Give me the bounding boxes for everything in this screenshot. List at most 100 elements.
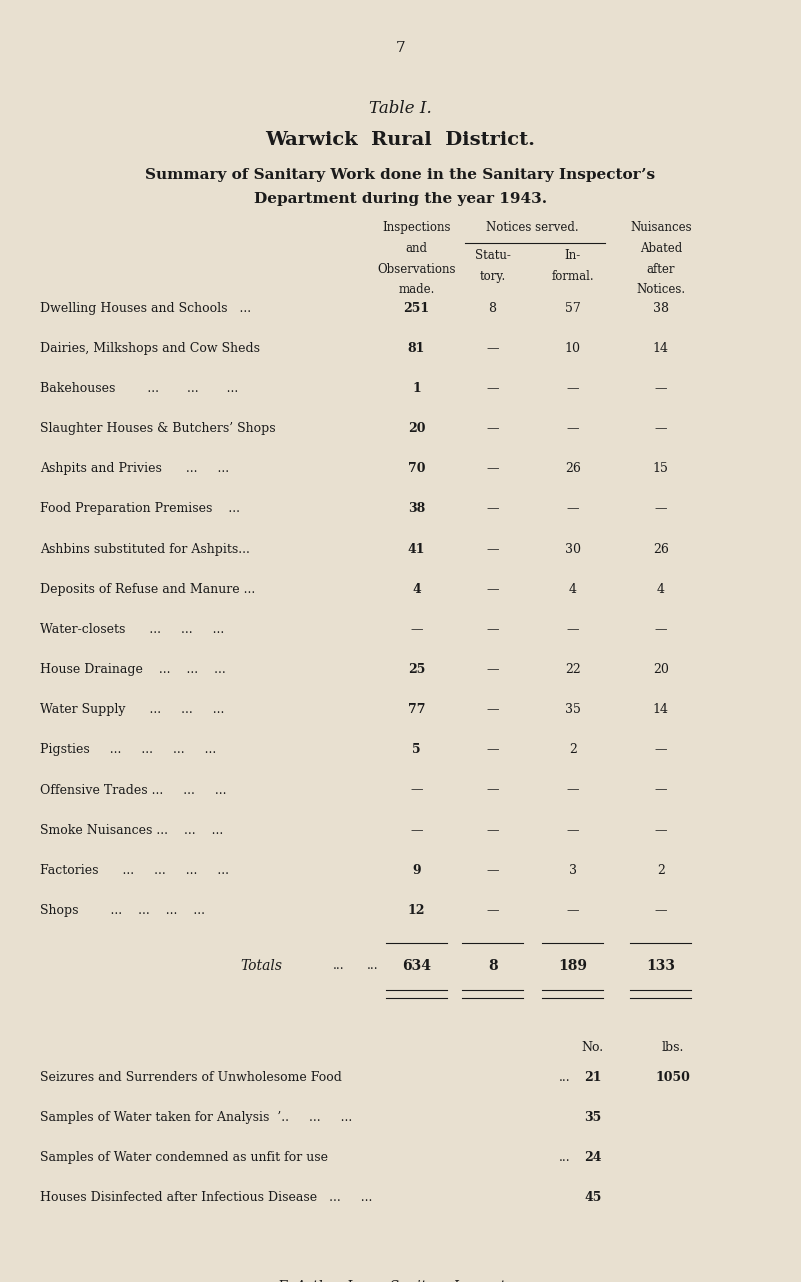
Text: 4: 4 xyxy=(413,583,421,596)
Text: —: — xyxy=(486,663,499,676)
Text: Totals: Totals xyxy=(240,959,282,973)
Text: Houses Disinfected after Infectious Disease   ...     ...: Houses Disinfected after Infectious Dise… xyxy=(40,1191,372,1204)
Text: 38: 38 xyxy=(408,503,425,515)
Text: —: — xyxy=(486,422,499,435)
Text: ...: ... xyxy=(367,959,379,972)
Text: —: — xyxy=(654,503,667,515)
Text: 10: 10 xyxy=(565,342,581,355)
Text: Table I.: Table I. xyxy=(369,100,432,117)
Text: Observations: Observations xyxy=(377,263,456,276)
Text: —: — xyxy=(566,422,579,435)
Text: Deposits of Refuse and Manure ...: Deposits of Refuse and Manure ... xyxy=(40,583,256,596)
Text: —: — xyxy=(654,744,667,756)
Text: 77: 77 xyxy=(408,704,425,717)
Text: 634: 634 xyxy=(402,959,431,973)
Text: Pigsties     ...     ...     ...     ...: Pigsties ... ... ... ... xyxy=(40,744,216,756)
Text: —: — xyxy=(410,623,423,636)
Text: 251: 251 xyxy=(404,301,429,315)
Text: —: — xyxy=(566,382,579,395)
Text: Abated: Abated xyxy=(640,242,682,255)
Text: 4: 4 xyxy=(569,583,577,596)
Text: Summary of Sanitary Work done in the Sanitary Inspector’s: Summary of Sanitary Work done in the San… xyxy=(146,168,655,182)
Text: 45: 45 xyxy=(584,1191,602,1204)
Text: E. Arthur Lyne, Sanitary Inspector.: E. Arthur Lyne, Sanitary Inspector. xyxy=(277,1279,524,1282)
Text: —: — xyxy=(410,823,423,837)
Text: Offensive Trades ...     ...     ...: Offensive Trades ... ... ... xyxy=(40,783,227,796)
Text: —: — xyxy=(654,904,667,917)
Text: 26: 26 xyxy=(565,463,581,476)
Text: Notices served.: Notices served. xyxy=(486,222,579,235)
Text: Factories      ...     ...     ...     ...: Factories ... ... ... ... xyxy=(40,864,229,877)
Text: 81: 81 xyxy=(408,342,425,355)
Text: made.: made. xyxy=(398,283,435,296)
Text: 35: 35 xyxy=(565,704,581,717)
Text: —: — xyxy=(486,463,499,476)
Text: 25: 25 xyxy=(408,663,425,676)
Text: No.: No. xyxy=(582,1041,604,1055)
Text: 35: 35 xyxy=(584,1110,602,1124)
Text: 8: 8 xyxy=(489,301,497,315)
Text: —: — xyxy=(486,744,499,756)
Text: 26: 26 xyxy=(653,542,669,555)
Text: —: — xyxy=(654,382,667,395)
Text: —: — xyxy=(654,623,667,636)
Text: Water Supply      ...     ...     ...: Water Supply ... ... ... xyxy=(40,704,224,717)
Text: Statu-: Statu- xyxy=(475,250,510,263)
Text: —: — xyxy=(486,382,499,395)
Text: —: — xyxy=(654,422,667,435)
Text: ...: ... xyxy=(559,1070,570,1083)
Text: —: — xyxy=(486,623,499,636)
Text: 30: 30 xyxy=(565,542,581,555)
Text: 8: 8 xyxy=(488,959,497,973)
Text: Ashpits and Privies      ...     ...: Ashpits and Privies ... ... xyxy=(40,463,229,476)
Text: In-: In- xyxy=(565,250,581,263)
Text: —: — xyxy=(410,783,423,796)
Text: —: — xyxy=(486,704,499,717)
Text: Warwick  Rural  District.: Warwick Rural District. xyxy=(265,131,536,150)
Text: 22: 22 xyxy=(565,663,581,676)
Text: Bakehouses        ...       ...       ...: Bakehouses ... ... ... xyxy=(40,382,239,395)
Text: 1050: 1050 xyxy=(655,1070,690,1083)
Text: 7: 7 xyxy=(396,41,405,55)
Text: 2: 2 xyxy=(657,864,665,877)
Text: 12: 12 xyxy=(408,904,425,917)
Text: —: — xyxy=(566,904,579,917)
Text: Inspections: Inspections xyxy=(382,222,451,235)
Text: Notices.: Notices. xyxy=(636,283,686,296)
Text: 38: 38 xyxy=(653,301,669,315)
Text: ...: ... xyxy=(332,959,344,972)
Text: —: — xyxy=(654,823,667,837)
Text: Samples of Water taken for Analysis  ’..     ...     ...: Samples of Water taken for Analysis ’.. … xyxy=(40,1110,352,1124)
Text: 24: 24 xyxy=(584,1151,602,1164)
Text: —: — xyxy=(486,583,499,596)
Text: 189: 189 xyxy=(558,959,587,973)
Text: 5: 5 xyxy=(413,744,421,756)
Text: —: — xyxy=(486,503,499,515)
Text: —: — xyxy=(486,904,499,917)
Text: —: — xyxy=(566,623,579,636)
Text: Shops        ...    ...    ...    ...: Shops ... ... ... ... xyxy=(40,904,205,917)
Text: formal.: formal. xyxy=(551,271,594,283)
Text: —: — xyxy=(566,783,579,796)
Text: 41: 41 xyxy=(408,542,425,555)
Text: Dwelling Houses and Schools   ...: Dwelling Houses and Schools ... xyxy=(40,301,252,315)
Text: 3: 3 xyxy=(569,864,577,877)
Text: Water-closets      ...     ...     ...: Water-closets ... ... ... xyxy=(40,623,224,636)
Text: 20: 20 xyxy=(408,422,425,435)
Text: —: — xyxy=(486,542,499,555)
Text: —: — xyxy=(566,503,579,515)
Text: Food Preparation Premises    ...: Food Preparation Premises ... xyxy=(40,503,240,515)
Text: Smoke Nuisances ...    ...    ...: Smoke Nuisances ... ... ... xyxy=(40,823,223,837)
Text: 15: 15 xyxy=(653,463,669,476)
Text: —: — xyxy=(566,823,579,837)
Text: 4: 4 xyxy=(657,583,665,596)
Text: ...: ... xyxy=(559,1151,570,1164)
Text: —: — xyxy=(486,864,499,877)
Text: 9: 9 xyxy=(413,864,421,877)
Text: 20: 20 xyxy=(653,663,669,676)
Text: tory.: tory. xyxy=(480,271,505,283)
Text: —: — xyxy=(486,783,499,796)
Text: Samples of Water condemned as unfit for use: Samples of Water condemned as unfit for … xyxy=(40,1151,328,1164)
Text: 57: 57 xyxy=(565,301,581,315)
Text: 2: 2 xyxy=(569,744,577,756)
